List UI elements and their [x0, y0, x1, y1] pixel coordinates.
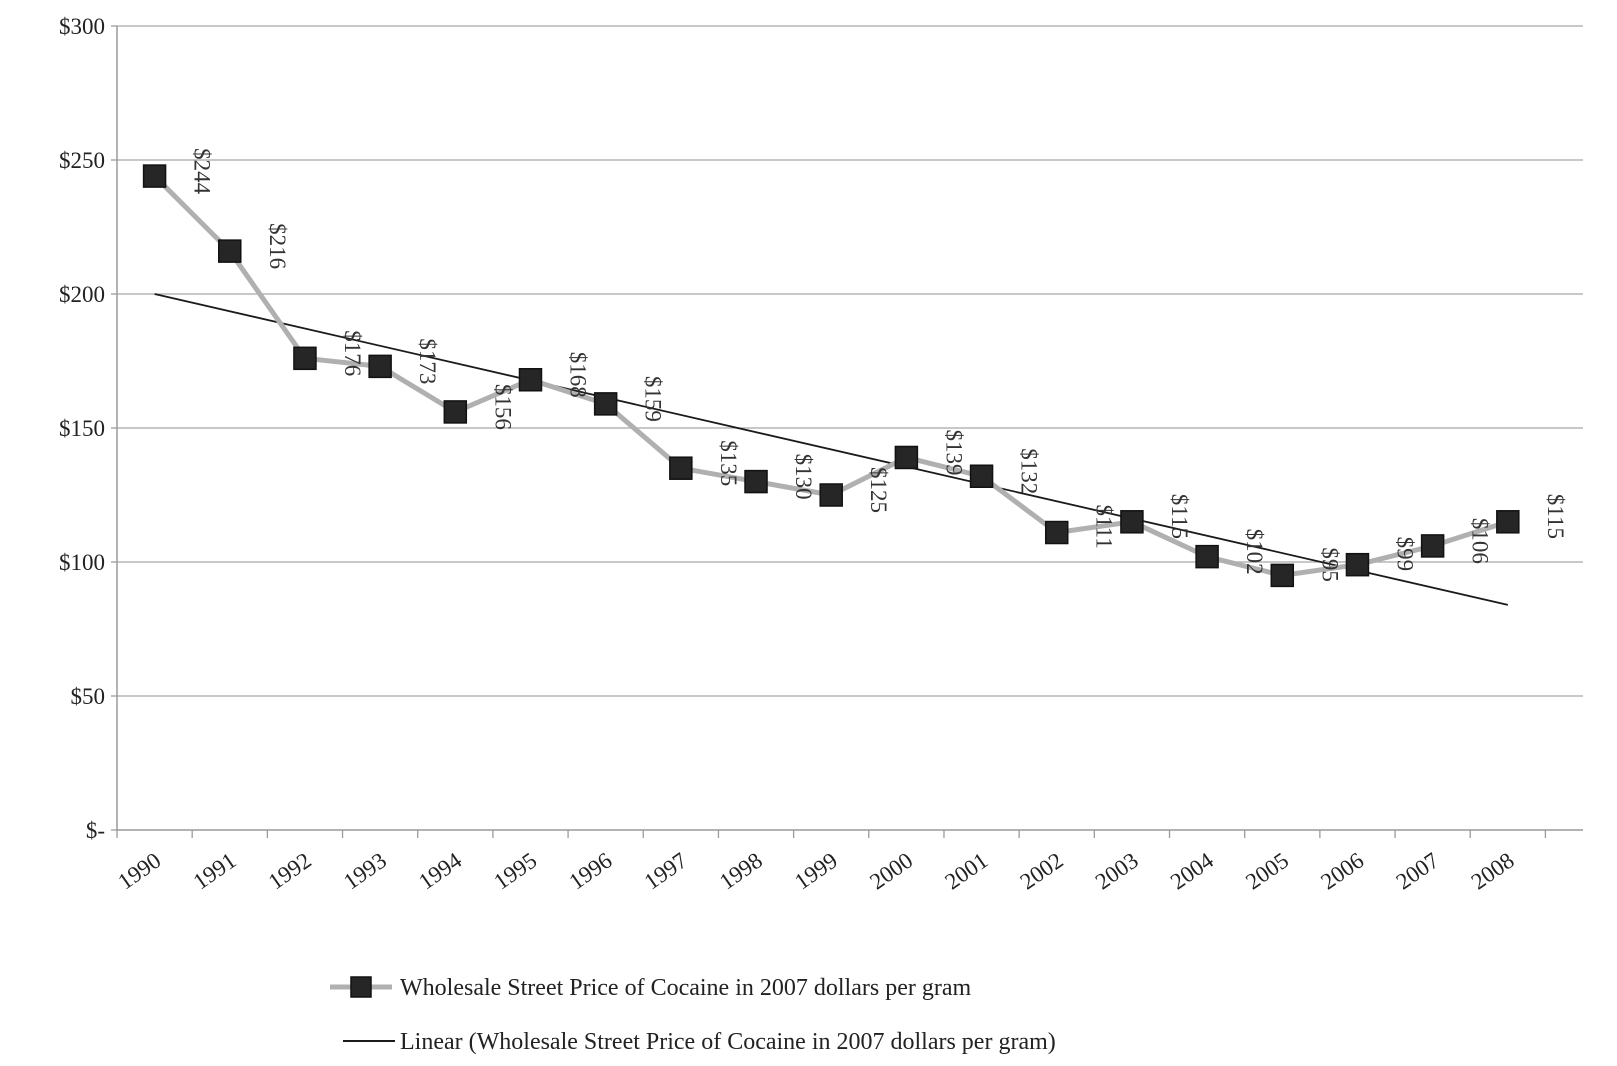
data-label: $111: [1092, 505, 1117, 549]
x-tick-label: 1993: [339, 848, 391, 895]
data-point-marker: [1496, 510, 1520, 534]
data-point-marker: [1195, 544, 1219, 569]
x-tick-label: 2001: [940, 848, 992, 895]
x-tick-label: 1999: [790, 848, 842, 895]
data-point-marker: [1345, 552, 1370, 577]
x-tick-label: 2006: [1316, 848, 1368, 895]
y-tick-label: $-: [86, 818, 105, 843]
data-point-marker: [293, 346, 317, 371]
data-point-marker: [518, 368, 543, 392]
data-label: $115: [1543, 494, 1568, 539]
data-point-marker: [969, 464, 994, 488]
legend: Wholesale Street Price of Cocaine in 200…: [330, 975, 1056, 1055]
data-point-marker: [819, 483, 843, 507]
x-tick-label: 1994: [414, 847, 466, 894]
x-tick-label: 1992: [264, 848, 316, 895]
legend-marker-swatch: [350, 976, 372, 998]
x-tick-label: 1998: [715, 848, 767, 895]
y-tick-label: $300: [59, 14, 105, 39]
data-point-marker: [1044, 520, 1069, 545]
x-tick-label: 1990: [113, 848, 165, 895]
data-point-marker: [142, 164, 167, 188]
data-label: $244: [190, 148, 215, 195]
data-label: $216: [265, 223, 290, 269]
trendline: [154, 293, 1509, 606]
data-point-marker: [669, 456, 693, 480]
legend-label-series: Wholesale Street Price of Cocaine in 200…: [400, 975, 971, 1001]
data-label: $106: [1468, 518, 1493, 564]
x-tick-label: 1995: [489, 848, 541, 895]
data-point-marker: [368, 354, 392, 379]
x-tick-label: 1991: [189, 848, 241, 895]
data-point-marker: [1420, 534, 1445, 558]
data-label: $132: [1017, 448, 1042, 494]
data-label: $173: [415, 338, 440, 384]
data-point-marker: [744, 469, 768, 494]
data-label: $139: [941, 429, 966, 475]
data-labels: $244 $216 $176 $173 $156 $168 $159 $135 $130 $125…: [190, 148, 1568, 582]
data-label: $102: [1242, 529, 1267, 575]
data-label: $159: [641, 376, 666, 422]
x-tick-label: 2000: [865, 848, 917, 895]
x-tick-label: 2008: [1467, 848, 1519, 895]
x-tick-label: 2007: [1391, 848, 1443, 895]
data-label: $99: [1392, 537, 1417, 572]
trendline-layer: [154, 293, 1509, 606]
y-tick-label: $250: [59, 148, 105, 173]
data-point-marker: [218, 239, 242, 263]
x-tick-label: 2005: [1241, 848, 1293, 895]
gridlines: [117, 25, 1583, 697]
data-label: $176: [340, 330, 365, 376]
data-label: $156: [490, 384, 515, 430]
data-point-marker: [443, 400, 468, 424]
legend-label-trendline: Linear (Wholesale Street Price of Cocain…: [400, 1029, 1056, 1055]
x-tick-label: 1997: [640, 848, 692, 895]
y-tick-label: $50: [71, 684, 106, 709]
y-tick-label: $100: [59, 550, 105, 575]
data-point-marker: [894, 445, 919, 470]
axes: $- $50 $100 $150 $200 $250 $300 1990 1991 1992 199…: [59, 14, 1583, 894]
data-label: $125: [866, 467, 891, 513]
data-point-marker: [1270, 563, 1295, 588]
x-tick-label: 1996: [565, 848, 617, 895]
data-label: $95: [1317, 547, 1342, 582]
x-tick-label: 2002: [1016, 848, 1068, 895]
data-label: $130: [791, 454, 816, 500]
series-layer: [142, 164, 1520, 588]
data-label: $115: [1167, 494, 1192, 539]
y-tick-label: $200: [59, 282, 105, 307]
y-tick-label: $150: [59, 416, 105, 441]
data-label: $135: [716, 440, 741, 486]
x-tick-label: 2003: [1091, 848, 1143, 895]
x-tick-label: 2004: [1166, 847, 1218, 894]
data-point-marker: [1120, 510, 1144, 534]
data-label: $168: [565, 352, 590, 398]
data-point-marker: [593, 392, 618, 416]
